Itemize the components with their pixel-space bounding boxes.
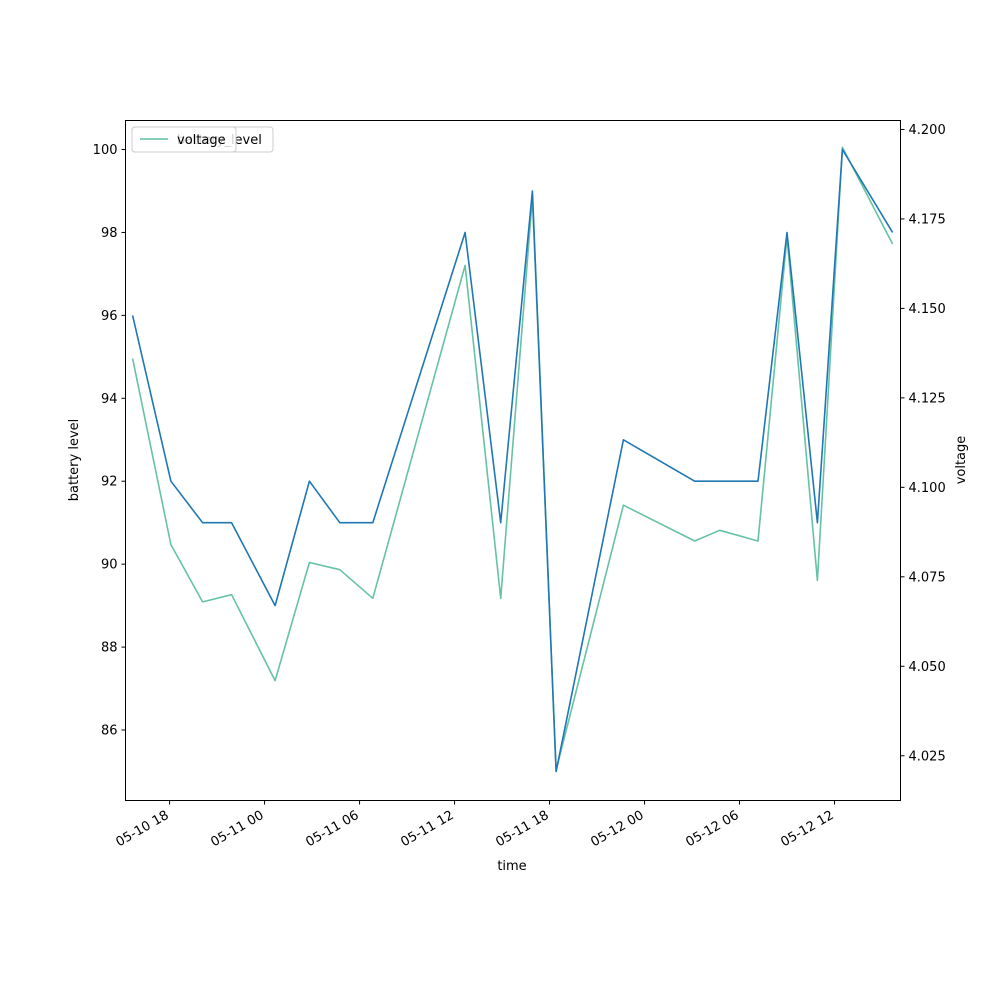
- y-right-tick-label: 4.075: [909, 570, 946, 585]
- series-line-voltage: [131, 146, 894, 771]
- y-right-tick-label: 4.125: [909, 391, 946, 406]
- y-left-tick-label: 86: [101, 724, 118, 739]
- x-tick-label: 05-11 18: [493, 808, 551, 850]
- x-tick-label: 05-12 12: [778, 808, 836, 850]
- plot-lines: [131, 146, 894, 773]
- y-left-tick-label: 94: [101, 392, 118, 407]
- y-right-tick-label: 4.150: [909, 302, 946, 317]
- x-tick-label: 05-11 06: [303, 808, 361, 850]
- x-axis: 05-10 18 05-11 00 05-11 06 05-11 12 05-11 18…: [113, 800, 837, 850]
- plot-area-frame: [125, 120, 901, 801]
- series-line-battery-level: [131, 148, 894, 773]
- y-left-tick-label: 92: [101, 475, 118, 490]
- legend: battery_level voltage: [131, 126, 274, 153]
- legend-box-overlay: [131, 126, 237, 153]
- y-axis-left-label: battery level: [67, 419, 82, 502]
- y-left-tick-label: 96: [101, 309, 118, 324]
- y-right-tick-label: 4.175: [909, 212, 946, 227]
- x-tick-label: 05-10 18: [113, 808, 171, 850]
- y-right-tick-label: 4.100: [909, 481, 946, 496]
- y-right-tick-label: 4.200: [909, 123, 946, 138]
- y-axis-left: 86 88 90 92 94 96 98 100: [93, 143, 126, 739]
- y-axis-right-label: voltage: [954, 436, 969, 485]
- legend-label-voltage: voltage: [177, 133, 226, 148]
- y-right-tick-label: 4.025: [909, 749, 946, 764]
- x-tick-label: 05-11 00: [208, 808, 266, 850]
- y-left-tick-label: 98: [101, 226, 118, 241]
- x-tick-label: 05-12 00: [588, 808, 646, 850]
- x-tick-label: 05-11 12: [398, 808, 456, 850]
- x-tick-label: 05-12 06: [683, 808, 741, 850]
- y-left-tick-label: 88: [101, 641, 118, 656]
- y-left-tick-label: 100: [93, 143, 118, 158]
- x-axis-label: time: [497, 859, 526, 874]
- y-axis-right: 4.025 4.050 4.075 4.100 4.125 4.150 4.175 4.200: [900, 123, 946, 764]
- y-left-tick-label: 90: [101, 558, 118, 573]
- y-right-tick-label: 4.050: [909, 660, 946, 675]
